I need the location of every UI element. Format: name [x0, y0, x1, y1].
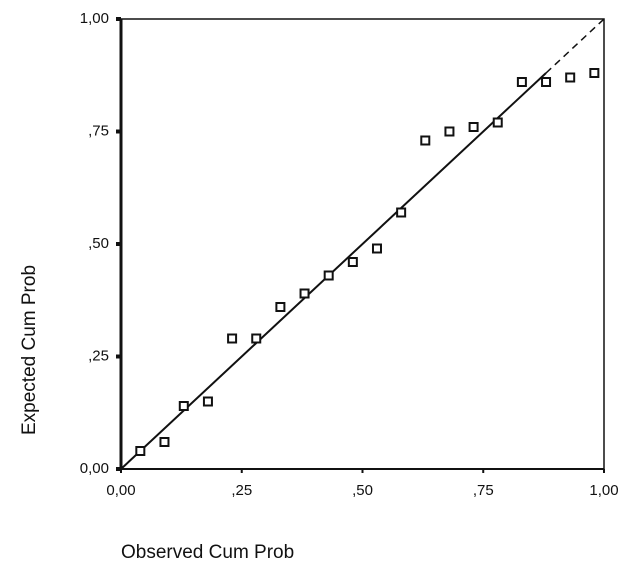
point	[202, 396, 213, 407]
y-tick-label: ,25	[88, 347, 109, 364]
point	[444, 126, 455, 137]
point	[492, 117, 503, 128]
x-tick-label: ,75	[473, 482, 494, 499]
x-tick-label: ,50	[352, 482, 373, 499]
point	[541, 77, 552, 87]
x-axis-title: Observed Cum Prob	[121, 542, 294, 563]
y-tick-label: ,50	[88, 235, 109, 252]
y-tick-label: 0,00	[80, 460, 109, 477]
point	[159, 437, 170, 447]
point	[468, 122, 479, 132]
point	[396, 207, 407, 218]
point	[565, 72, 576, 83]
point	[371, 243, 382, 254]
y-axis-title: Expected Cum Prob	[19, 265, 40, 435]
point	[299, 288, 310, 299]
point	[135, 446, 146, 456]
x-tick-label: ,25	[231, 482, 252, 499]
y-tick-label: ,75	[88, 122, 109, 139]
point	[227, 333, 238, 344]
point	[275, 302, 286, 312]
point	[178, 401, 189, 411]
point	[347, 257, 358, 267]
x-tick-label: 0,00	[106, 482, 135, 499]
x-tick-label: 1,00	[589, 482, 618, 499]
point	[589, 68, 600, 78]
point	[516, 77, 527, 87]
reference-line-extension	[545, 18, 605, 74]
point	[251, 333, 262, 344]
point	[323, 270, 334, 281]
point	[420, 135, 431, 146]
y-tick-label: 1,00	[80, 10, 109, 27]
